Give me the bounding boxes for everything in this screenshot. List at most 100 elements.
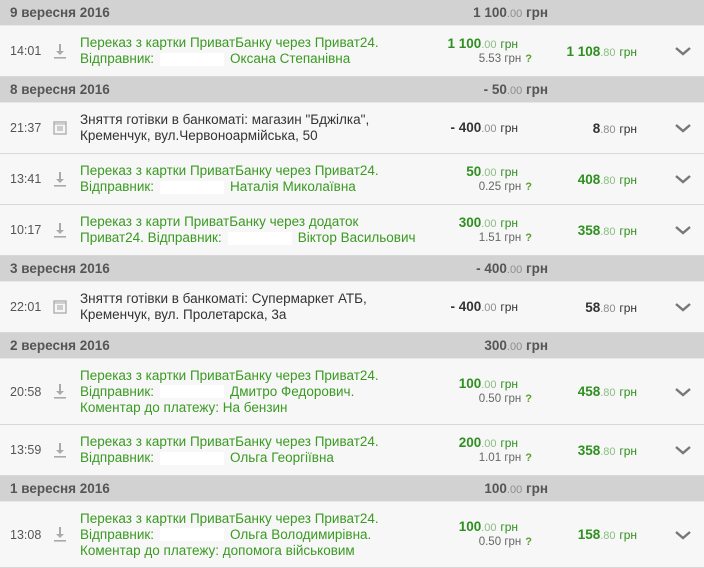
- currency-label: грн: [525, 481, 548, 496]
- payment-comment: Коментар до платежу: допомога військовим: [80, 542, 355, 558]
- amount-value: 200.00 грн: [459, 435, 518, 451]
- sender-label: Відправник:: [80, 383, 155, 399]
- day-total: 100.00 грн: [484, 481, 548, 496]
- currency-label: грн: [619, 300, 637, 315]
- chevron-down-icon[interactable]: [674, 224, 692, 236]
- sender-name: Наталія Миколаївна: [230, 179, 356, 194]
- chevron-down-icon[interactable]: [674, 386, 692, 398]
- sender-label: Відправник:: [80, 450, 155, 465]
- date-label: 3 вересня 2016: [10, 261, 110, 276]
- fee-help-icon[interactable]: ?: [525, 231, 532, 244]
- fee-value: 0.25 грн?: [466, 180, 532, 194]
- atm-icon: [53, 120, 67, 136]
- sender-name: Віктор Васильович: [297, 230, 416, 245]
- amount-integer: 458: [577, 384, 601, 399]
- date-header: 8 вересня 2016 - 50.00 грн: [0, 77, 704, 103]
- sender-label: Відправник:: [80, 51, 155, 66]
- transaction-row[interactable]: 20:58 Переказ з картки ПриватБанку через …: [0, 359, 704, 425]
- redacted-block: [160, 52, 225, 66]
- sender-line: Відправник: Ольга Георгіївна: [80, 450, 425, 466]
- amount-decimals: .80: [600, 387, 616, 399]
- fee-help-icon[interactable]: ?: [525, 180, 532, 193]
- currency-label: грн: [525, 82, 548, 97]
- chevron-down-icon[interactable]: [674, 45, 692, 57]
- amount-integer: 8: [592, 120, 601, 136]
- fee-help-icon[interactable]: ?: [525, 536, 532, 548]
- sender-line: Відправник: Наталія Миколаївна: [80, 179, 425, 195]
- download-arrow-icon: [53, 526, 67, 542]
- transaction-row[interactable]: 14:01 Переказ з картки ПриватБанку через …: [0, 26, 704, 77]
- description-line: Переказ з карти ПриватБанку через додато…: [80, 214, 359, 229]
- amount-decimals: .00: [481, 38, 497, 51]
- sender-label: Відправник:: [80, 179, 155, 194]
- fee-value: 5.53 грн?: [447, 52, 532, 66]
- transaction-row[interactable]: 22:01 Зняття готівки в банкоматі: Суперма…: [0, 282, 704, 333]
- redacted-block: [160, 451, 225, 465]
- sender-label: Відправник:: [80, 526, 155, 542]
- sender-line: Відправник: Оксана Степанівна: [80, 51, 425, 67]
- chevron-down-icon[interactable]: [674, 529, 692, 541]
- transaction-row[interactable]: 21:37 Зняття готівки в банкоматі: магазин…: [0, 103, 704, 154]
- amount-integer: 58: [585, 299, 601, 315]
- currency-label: грн: [525, 261, 548, 276]
- balance-value: 58.80 грн: [585, 300, 637, 315]
- chevron-down-icon[interactable]: [674, 301, 692, 313]
- atm-icon: [53, 299, 67, 315]
- fee-value: 1.51 грн?: [459, 231, 532, 245]
- amount-integer: 358: [577, 442, 601, 458]
- chevron-down-icon[interactable]: [674, 122, 692, 134]
- currency-label: грн: [619, 172, 637, 187]
- currency-label: грн: [500, 215, 518, 230]
- fee-help-icon[interactable]: ?: [525, 451, 532, 464]
- amount-integer: 100: [458, 519, 482, 534]
- description-line: Переказ з картки ПриватБанку через Прива…: [80, 35, 379, 50]
- fee-help-icon[interactable]: ?: [525, 393, 532, 405]
- transaction-description: Переказ з картки ПриватБанку через Прива…: [80, 511, 425, 559]
- redacted-block: [227, 231, 292, 245]
- transaction-description: Переказ з картки ПриватБанку через Прива…: [80, 434, 425, 466]
- fee-help-icon[interactable]: ?: [525, 52, 532, 65]
- currency-label: грн: [504, 393, 522, 405]
- amount-decimals: .00: [506, 484, 523, 496]
- sender-name: Оксана Степанівна: [230, 51, 351, 66]
- amount-integer: - 50: [483, 82, 507, 97]
- day-total: - 400.00 грн: [476, 261, 548, 276]
- day-total: 1 100.00 грн: [473, 5, 548, 20]
- amount-decimals: .00: [506, 341, 523, 353]
- balance-value: 358.80 грн: [578, 223, 637, 238]
- transaction-row[interactable]: 10:17 Переказ з карти ПриватБанку через д…: [0, 205, 704, 256]
- download-arrow-icon: [53, 171, 67, 187]
- transaction-amount: 300.00 грн 1.51 грн?: [459, 215, 532, 245]
- download-arrow-icon: [53, 442, 67, 458]
- amount-value: 300.00 грн: [459, 215, 518, 231]
- fee-amount: 1.51: [478, 231, 502, 244]
- date-label: 1 вересня 2016: [10, 481, 110, 496]
- amount-value: - 400.00 грн: [450, 298, 518, 315]
- transaction-time: 20:58: [10, 384, 42, 399]
- transaction-row[interactable]: 13:59 Переказ з картки ПриватБанку через …: [0, 425, 704, 476]
- fee-value: 0.50 грн?: [459, 392, 532, 406]
- transaction-row[interactable]: 13:08 Переказ з картки ПриватБанку через …: [0, 502, 704, 568]
- amount-integer: - 400: [450, 298, 482, 314]
- amount-integer: 100: [458, 376, 482, 391]
- sender-name: Ольга Володимирівна.: [230, 526, 372, 542]
- transaction-time: 13:59: [10, 443, 42, 457]
- transaction-description: Переказ з картки ПриватБанку через Прива…: [80, 35, 425, 67]
- amount-decimals: .00: [481, 301, 497, 314]
- amount-value: 100.00 грн: [459, 377, 518, 392]
- transaction-row[interactable]: 13:41 Переказ з картки ПриватБанку через …: [0, 154, 704, 205]
- payment-comment: Коментар до платежу: На бензин: [80, 399, 288, 415]
- amount-decimals: .80: [600, 302, 616, 315]
- sender-line: Приват24. Відправник: Віктор Васильович: [80, 230, 425, 246]
- chevron-down-icon[interactable]: [674, 173, 692, 185]
- amount-decimals: .00: [506, 85, 523, 97]
- amount-integer: 1 100: [473, 5, 507, 20]
- amount-decimals: .80: [600, 46, 616, 59]
- chevron-down-icon[interactable]: [674, 444, 692, 456]
- day-total: 300.00 грн: [484, 338, 548, 353]
- date-label: 2 вересня 2016: [10, 338, 110, 353]
- sender-name: Ольга Георгіївна: [230, 450, 334, 465]
- description-line: Кременчук, вул.Червоноармійська, 50: [80, 128, 318, 143]
- day-total: - 50.00 грн: [484, 82, 548, 97]
- fee-value: 0.50 грн?: [459, 535, 532, 549]
